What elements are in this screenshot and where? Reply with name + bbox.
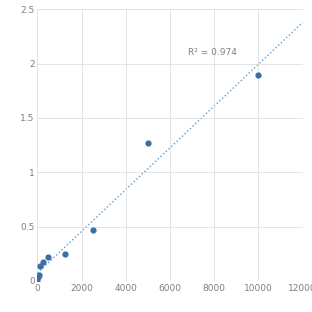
Point [63,251,68,256]
Point [145,140,150,145]
Point [90,227,95,232]
Point [36,272,41,277]
Point [41,260,46,265]
Point [35,278,40,283]
Point [256,72,261,77]
Point [38,263,43,268]
Text: R² = 0.974: R² = 0.974 [188,48,236,57]
Point [36,275,41,280]
Point [46,254,51,259]
